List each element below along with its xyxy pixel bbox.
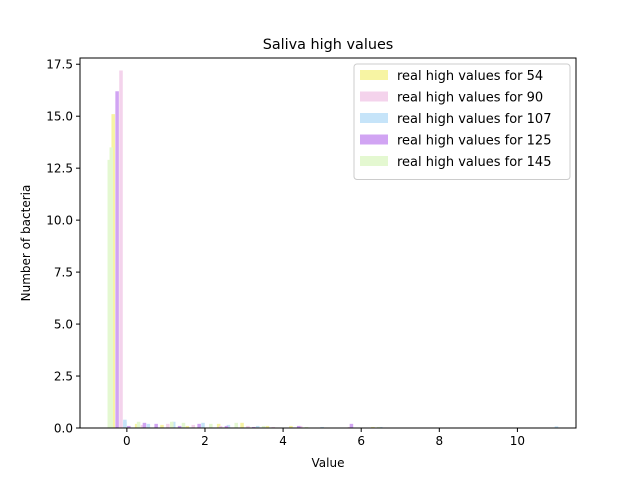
bar-series-0 <box>371 426 375 428</box>
bar-series-3 <box>177 425 182 428</box>
bar-series-1 <box>347 426 352 428</box>
y-tick-label: 7.5 <box>54 266 73 280</box>
bar-series-0 <box>265 425 270 428</box>
x-axis: 0 2 4 6 8 10 <box>123 428 525 448</box>
legend-swatch <box>360 91 388 102</box>
bar-series-1 <box>218 425 223 428</box>
bar-series-4 <box>136 421 141 428</box>
x-tick-label: 2 <box>201 434 209 448</box>
legend-label: real high values for 107 <box>397 112 551 127</box>
bar-series-4 <box>181 422 186 428</box>
bar-series-3 <box>115 91 119 429</box>
bar-series-0 <box>185 425 190 428</box>
bar-series-0 <box>289 425 293 428</box>
bar-series-1 <box>271 426 276 428</box>
legend-swatch <box>360 113 388 123</box>
bars-layer <box>107 70 559 429</box>
y-tick-label: 0.0 <box>54 422 73 436</box>
bar-series-3 <box>252 426 256 428</box>
bar-series-1 <box>191 424 196 428</box>
legend-label: real high values for 125 <box>397 134 551 149</box>
bar-series-2 <box>226 424 231 428</box>
bar-series-2 <box>378 426 383 428</box>
legend-swatch <box>360 134 388 145</box>
bar-series-3 <box>197 423 201 428</box>
bar-series-0 <box>160 424 164 428</box>
legend-label: real high values for 54 <box>397 69 543 84</box>
bar-series-0 <box>111 114 115 428</box>
plot-frame <box>79 57 577 429</box>
bar <box>127 425 131 428</box>
bar-series-1 <box>298 425 303 428</box>
bar-series-4 <box>261 425 266 428</box>
y-axis-label: Number of bacteria <box>19 185 33 302</box>
legend-swatch <box>360 70 388 80</box>
bar-series-4 <box>234 422 238 428</box>
y-tick-label: 2.5 <box>54 370 73 384</box>
bar-series-3 <box>224 425 229 428</box>
legend-box <box>353 63 571 180</box>
y-tick-label: 15.0 <box>46 110 73 124</box>
bar-series-0 <box>216 423 221 428</box>
chart-title: Saliva high values <box>263 37 394 53</box>
bar-series-2 <box>554 426 559 428</box>
bar-series-2 <box>201 422 205 428</box>
y-tick-label: 10.0 <box>46 214 73 228</box>
x-tick-label: 0 <box>123 434 131 448</box>
x-tick-label: 6 <box>357 434 365 448</box>
bar-series-2 <box>171 421 176 428</box>
x-tick-label: 8 <box>435 434 443 448</box>
y-axis: 0.0 2.5 5.0 7.5 10.0 12.5 15.0 17.5 <box>46 58 80 436</box>
bar-series-4 <box>107 159 112 428</box>
x-tick-label: 4 <box>279 434 287 448</box>
y-tick-label: 12.5 <box>46 162 73 176</box>
bar <box>109 147 114 428</box>
bar-series-4 <box>377 426 381 428</box>
bar <box>123 419 127 428</box>
bar-series-4 <box>209 423 213 428</box>
bar-series-3 <box>154 423 158 428</box>
bar-series-2 <box>146 423 151 428</box>
bar-series-1 <box>119 70 123 428</box>
legend-label: real high values for 145 <box>397 155 551 170</box>
x-axis-label: Value <box>312 456 345 470</box>
bar-series-0 <box>134 423 139 428</box>
bar-series-1 <box>140 424 145 428</box>
y-tick-label: 5.0 <box>54 318 73 332</box>
bar-series-1 <box>246 425 250 428</box>
bar-series-1 <box>166 423 170 428</box>
bar-series-4 <box>304 426 309 428</box>
bar-series-3 <box>349 423 354 428</box>
legend-label: real high values for 90 <box>397 91 543 106</box>
bar-series-2 <box>255 425 260 428</box>
bar-series-4 <box>170 421 174 428</box>
legend-swatch <box>360 156 388 166</box>
bar-series-3 <box>142 422 147 428</box>
bar-series-0 <box>240 422 244 428</box>
bar-series-2 <box>320 426 324 428</box>
bar-series-3 <box>296 425 301 428</box>
y-tick-label: 17.5 <box>46 58 73 72</box>
legend: real high values for 54 real high values … <box>353 63 571 180</box>
x-tick-label: 10 <box>510 434 525 448</box>
